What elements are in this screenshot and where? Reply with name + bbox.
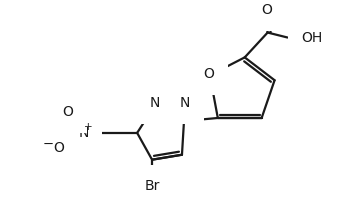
Text: N: N bbox=[180, 96, 190, 110]
Text: O: O bbox=[203, 67, 214, 81]
Text: O: O bbox=[53, 141, 64, 155]
Text: +: + bbox=[84, 122, 93, 132]
Text: N: N bbox=[78, 126, 89, 140]
Text: OH: OH bbox=[301, 31, 323, 44]
Text: N: N bbox=[150, 96, 160, 110]
Text: O: O bbox=[261, 3, 272, 17]
Text: −: − bbox=[43, 138, 54, 151]
Text: Br: Br bbox=[144, 179, 160, 192]
Text: O: O bbox=[62, 105, 73, 119]
